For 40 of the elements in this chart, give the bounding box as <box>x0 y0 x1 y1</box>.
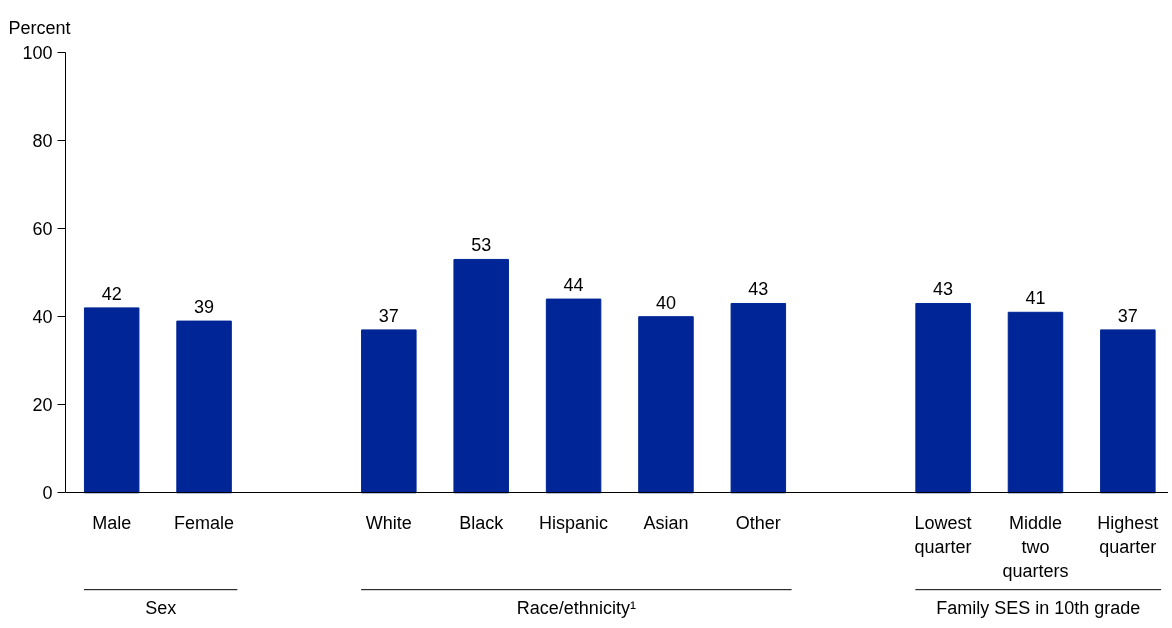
bar <box>545 298 602 494</box>
data-label: 44 <box>563 275 584 296</box>
y-tick-label: 100 <box>22 43 53 63</box>
data-label: 40 <box>655 292 676 313</box>
x-tick-label: Black <box>459 512 505 533</box>
data-label: 43 <box>748 279 769 300</box>
data-label: 42 <box>101 283 122 304</box>
data-label: 41 <box>1025 288 1046 309</box>
data-label: 53 <box>471 235 492 256</box>
bar <box>730 302 787 494</box>
data-label: 39 <box>194 297 215 318</box>
bar <box>1007 311 1064 494</box>
x-tick-label: Male <box>92 512 132 533</box>
data-label: 37 <box>378 305 399 326</box>
y-tick-label: 80 <box>32 131 53 152</box>
text: Family SES in 10th grade <box>936 598 1141 619</box>
y-tick-label: 60 <box>32 219 53 240</box>
y-axis-title: Percent <box>8 17 71 38</box>
bar <box>453 258 509 494</box>
x-tick-label: Lowest quarter <box>914 512 972 557</box>
text: Sex <box>145 598 177 619</box>
bar <box>361 329 417 494</box>
x-tick-label: Highest quarter <box>1097 512 1159 557</box>
bar <box>638 316 694 494</box>
data-label: 37 <box>1117 305 1138 326</box>
x-tick-label: Hispanic <box>539 512 609 533</box>
bar <box>83 307 140 494</box>
x-tick-label: Other <box>735 512 781 533</box>
text: Race/ethnicity¹ <box>516 598 636 619</box>
x-tick-label: Middle two quarters <box>1002 512 1069 581</box>
x-tick-label: Asian <box>643 512 689 533</box>
data-label: 43 <box>933 279 954 300</box>
y-tick-label: 20 <box>32 395 53 416</box>
bar <box>915 302 971 494</box>
y-tick-label: 0 <box>42 483 53 504</box>
bar <box>1100 329 1156 494</box>
y-tick-label: 40 <box>32 307 53 328</box>
bar <box>176 320 232 494</box>
x-tick-label: White <box>365 512 412 533</box>
x-tick-label: Female <box>174 512 235 533</box>
